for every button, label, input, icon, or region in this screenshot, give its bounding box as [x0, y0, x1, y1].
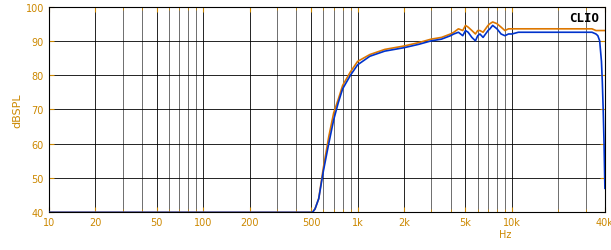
Text: Hz: Hz: [499, 229, 511, 239]
Text: CLIO: CLIO: [569, 12, 599, 24]
Y-axis label: dBSPL: dBSPL: [13, 93, 23, 127]
